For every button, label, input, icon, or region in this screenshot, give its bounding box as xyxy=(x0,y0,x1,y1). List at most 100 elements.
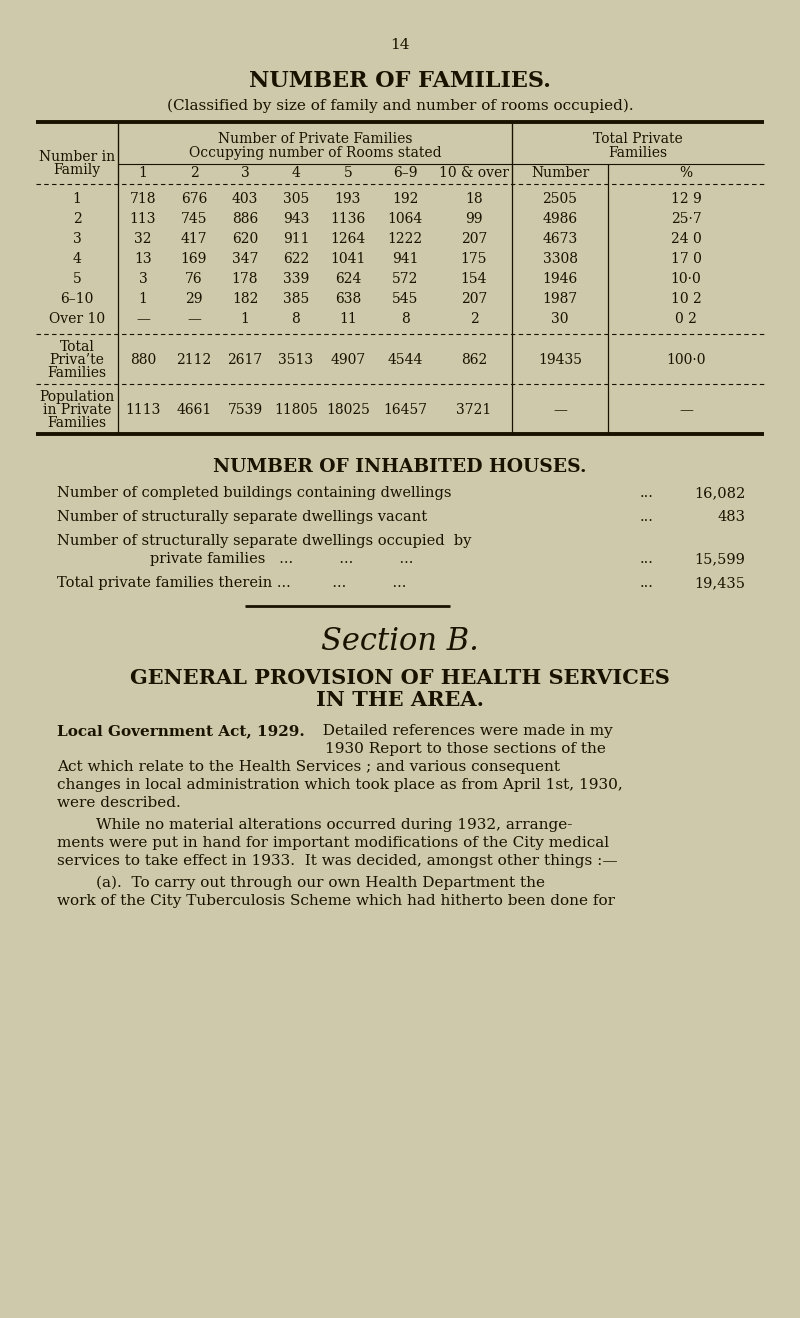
Text: Number of Private Families: Number of Private Families xyxy=(218,132,412,146)
Text: 1946: 1946 xyxy=(542,272,578,286)
Text: Families: Families xyxy=(609,146,667,159)
Text: services to take effect in 1933.  It was decided, amongst other things :—: services to take effect in 1933. It was … xyxy=(57,854,618,869)
Text: 3721: 3721 xyxy=(456,403,492,416)
Text: Occupying number of Rooms stated: Occupying number of Rooms stated xyxy=(189,146,442,159)
Text: 16457: 16457 xyxy=(383,403,427,416)
Text: ...: ... xyxy=(640,552,654,565)
Text: 483: 483 xyxy=(717,510,745,525)
Text: private families   ...          ...          ...: private families ... ... ... xyxy=(150,552,414,565)
Text: 24 0: 24 0 xyxy=(670,232,702,246)
Text: 193: 193 xyxy=(335,192,361,206)
Text: 347: 347 xyxy=(232,252,258,266)
Text: 1136: 1136 xyxy=(330,212,366,225)
Text: 1930 Report to those sections of the: 1930 Report to those sections of the xyxy=(325,742,606,757)
Text: 11805: 11805 xyxy=(274,403,318,416)
Text: 862: 862 xyxy=(461,353,487,366)
Text: 10 2: 10 2 xyxy=(670,293,702,306)
Text: 19,435: 19,435 xyxy=(694,576,745,590)
Text: 2: 2 xyxy=(73,212,82,225)
Text: 175: 175 xyxy=(461,252,487,266)
Text: 3513: 3513 xyxy=(278,353,314,366)
Text: —: — xyxy=(553,403,567,416)
Text: 638: 638 xyxy=(335,293,361,306)
Text: 32: 32 xyxy=(134,232,152,246)
Text: Population: Population xyxy=(39,390,114,405)
Text: 886: 886 xyxy=(232,212,258,225)
Text: 2617: 2617 xyxy=(227,353,262,366)
Text: 1222: 1222 xyxy=(387,232,422,246)
Text: %: % xyxy=(679,166,693,181)
Text: Total: Total xyxy=(59,340,94,355)
Text: Families: Families xyxy=(47,366,106,380)
Text: 7539: 7539 xyxy=(227,403,262,416)
Text: While no material alterations occurred during 1932, arrange-: While no material alterations occurred d… xyxy=(57,818,572,832)
Text: 4907: 4907 xyxy=(330,353,366,366)
Text: Number of structurally separate dwellings vacant: Number of structurally separate dwelling… xyxy=(57,510,427,525)
Text: 8: 8 xyxy=(292,312,300,326)
Text: 4: 4 xyxy=(291,166,301,181)
Text: 154: 154 xyxy=(461,272,487,286)
Text: 18: 18 xyxy=(465,192,483,206)
Text: 1: 1 xyxy=(138,293,147,306)
Text: 1987: 1987 xyxy=(542,293,578,306)
Text: 339: 339 xyxy=(283,272,309,286)
Text: in Private: in Private xyxy=(43,403,111,416)
Text: 100·0: 100·0 xyxy=(666,353,706,366)
Text: 718: 718 xyxy=(130,192,156,206)
Text: ...: ... xyxy=(640,510,654,525)
Text: 880: 880 xyxy=(130,353,156,366)
Text: (a).  To carry out through our own Health Department the: (a). To carry out through our own Health… xyxy=(57,876,545,891)
Text: 1041: 1041 xyxy=(330,252,366,266)
Text: 745: 745 xyxy=(181,212,207,225)
Text: 10·0: 10·0 xyxy=(670,272,702,286)
Text: Families: Families xyxy=(47,416,106,430)
Text: 941: 941 xyxy=(392,252,418,266)
Text: Number in: Number in xyxy=(39,150,115,163)
Text: 207: 207 xyxy=(461,232,487,246)
Text: 4673: 4673 xyxy=(542,232,578,246)
Text: 5: 5 xyxy=(73,272,82,286)
Text: 182: 182 xyxy=(232,293,258,306)
Text: Total Private: Total Private xyxy=(593,132,683,146)
Text: ...: ... xyxy=(640,486,654,500)
Text: 1064: 1064 xyxy=(387,212,422,225)
Text: 17 0: 17 0 xyxy=(670,252,702,266)
Text: Over 10: Over 10 xyxy=(49,312,105,326)
Text: 4: 4 xyxy=(73,252,82,266)
Text: 6–10: 6–10 xyxy=(60,293,94,306)
Text: 12 9: 12 9 xyxy=(670,192,702,206)
Text: —: — xyxy=(679,403,693,416)
Text: 1113: 1113 xyxy=(126,403,161,416)
Text: 385: 385 xyxy=(283,293,309,306)
Text: 15,599: 15,599 xyxy=(694,552,745,565)
Text: 14: 14 xyxy=(390,38,410,51)
Text: 3: 3 xyxy=(73,232,82,246)
Text: 417: 417 xyxy=(181,232,207,246)
Text: Priva’te: Priva’te xyxy=(50,353,105,366)
Text: 1: 1 xyxy=(73,192,82,206)
Text: 30: 30 xyxy=(551,312,569,326)
Text: ments were put in hand for important modifications of the City medical: ments were put in hand for important mod… xyxy=(57,836,609,850)
Text: 207: 207 xyxy=(461,293,487,306)
Text: changes in local administration which took place as from April 1st, 1930,: changes in local administration which to… xyxy=(57,778,622,792)
Text: 18025: 18025 xyxy=(326,403,370,416)
Text: 2505: 2505 xyxy=(542,192,578,206)
Text: 3: 3 xyxy=(241,166,250,181)
Text: 3308: 3308 xyxy=(542,252,578,266)
Text: Number: Number xyxy=(531,166,589,181)
Text: 192: 192 xyxy=(392,192,418,206)
Text: 76: 76 xyxy=(185,272,203,286)
Text: —: — xyxy=(136,312,150,326)
Text: Section B.: Section B. xyxy=(321,626,479,656)
Text: 4986: 4986 xyxy=(542,212,578,225)
Text: Act which relate to the Health Services ; and various consequent: Act which relate to the Health Services … xyxy=(57,760,560,774)
Text: 305: 305 xyxy=(283,192,309,206)
Text: 29: 29 xyxy=(186,293,202,306)
Text: were described.: were described. xyxy=(57,796,181,811)
Text: 2: 2 xyxy=(470,312,478,326)
Text: NUMBER OF INHABITED HOUSES.: NUMBER OF INHABITED HOUSES. xyxy=(214,457,586,476)
Text: Family: Family xyxy=(54,163,101,177)
Text: Number of completed buildings containing dwellings: Number of completed buildings containing… xyxy=(57,486,451,500)
Text: 572: 572 xyxy=(392,272,418,286)
Text: 1264: 1264 xyxy=(330,232,366,246)
